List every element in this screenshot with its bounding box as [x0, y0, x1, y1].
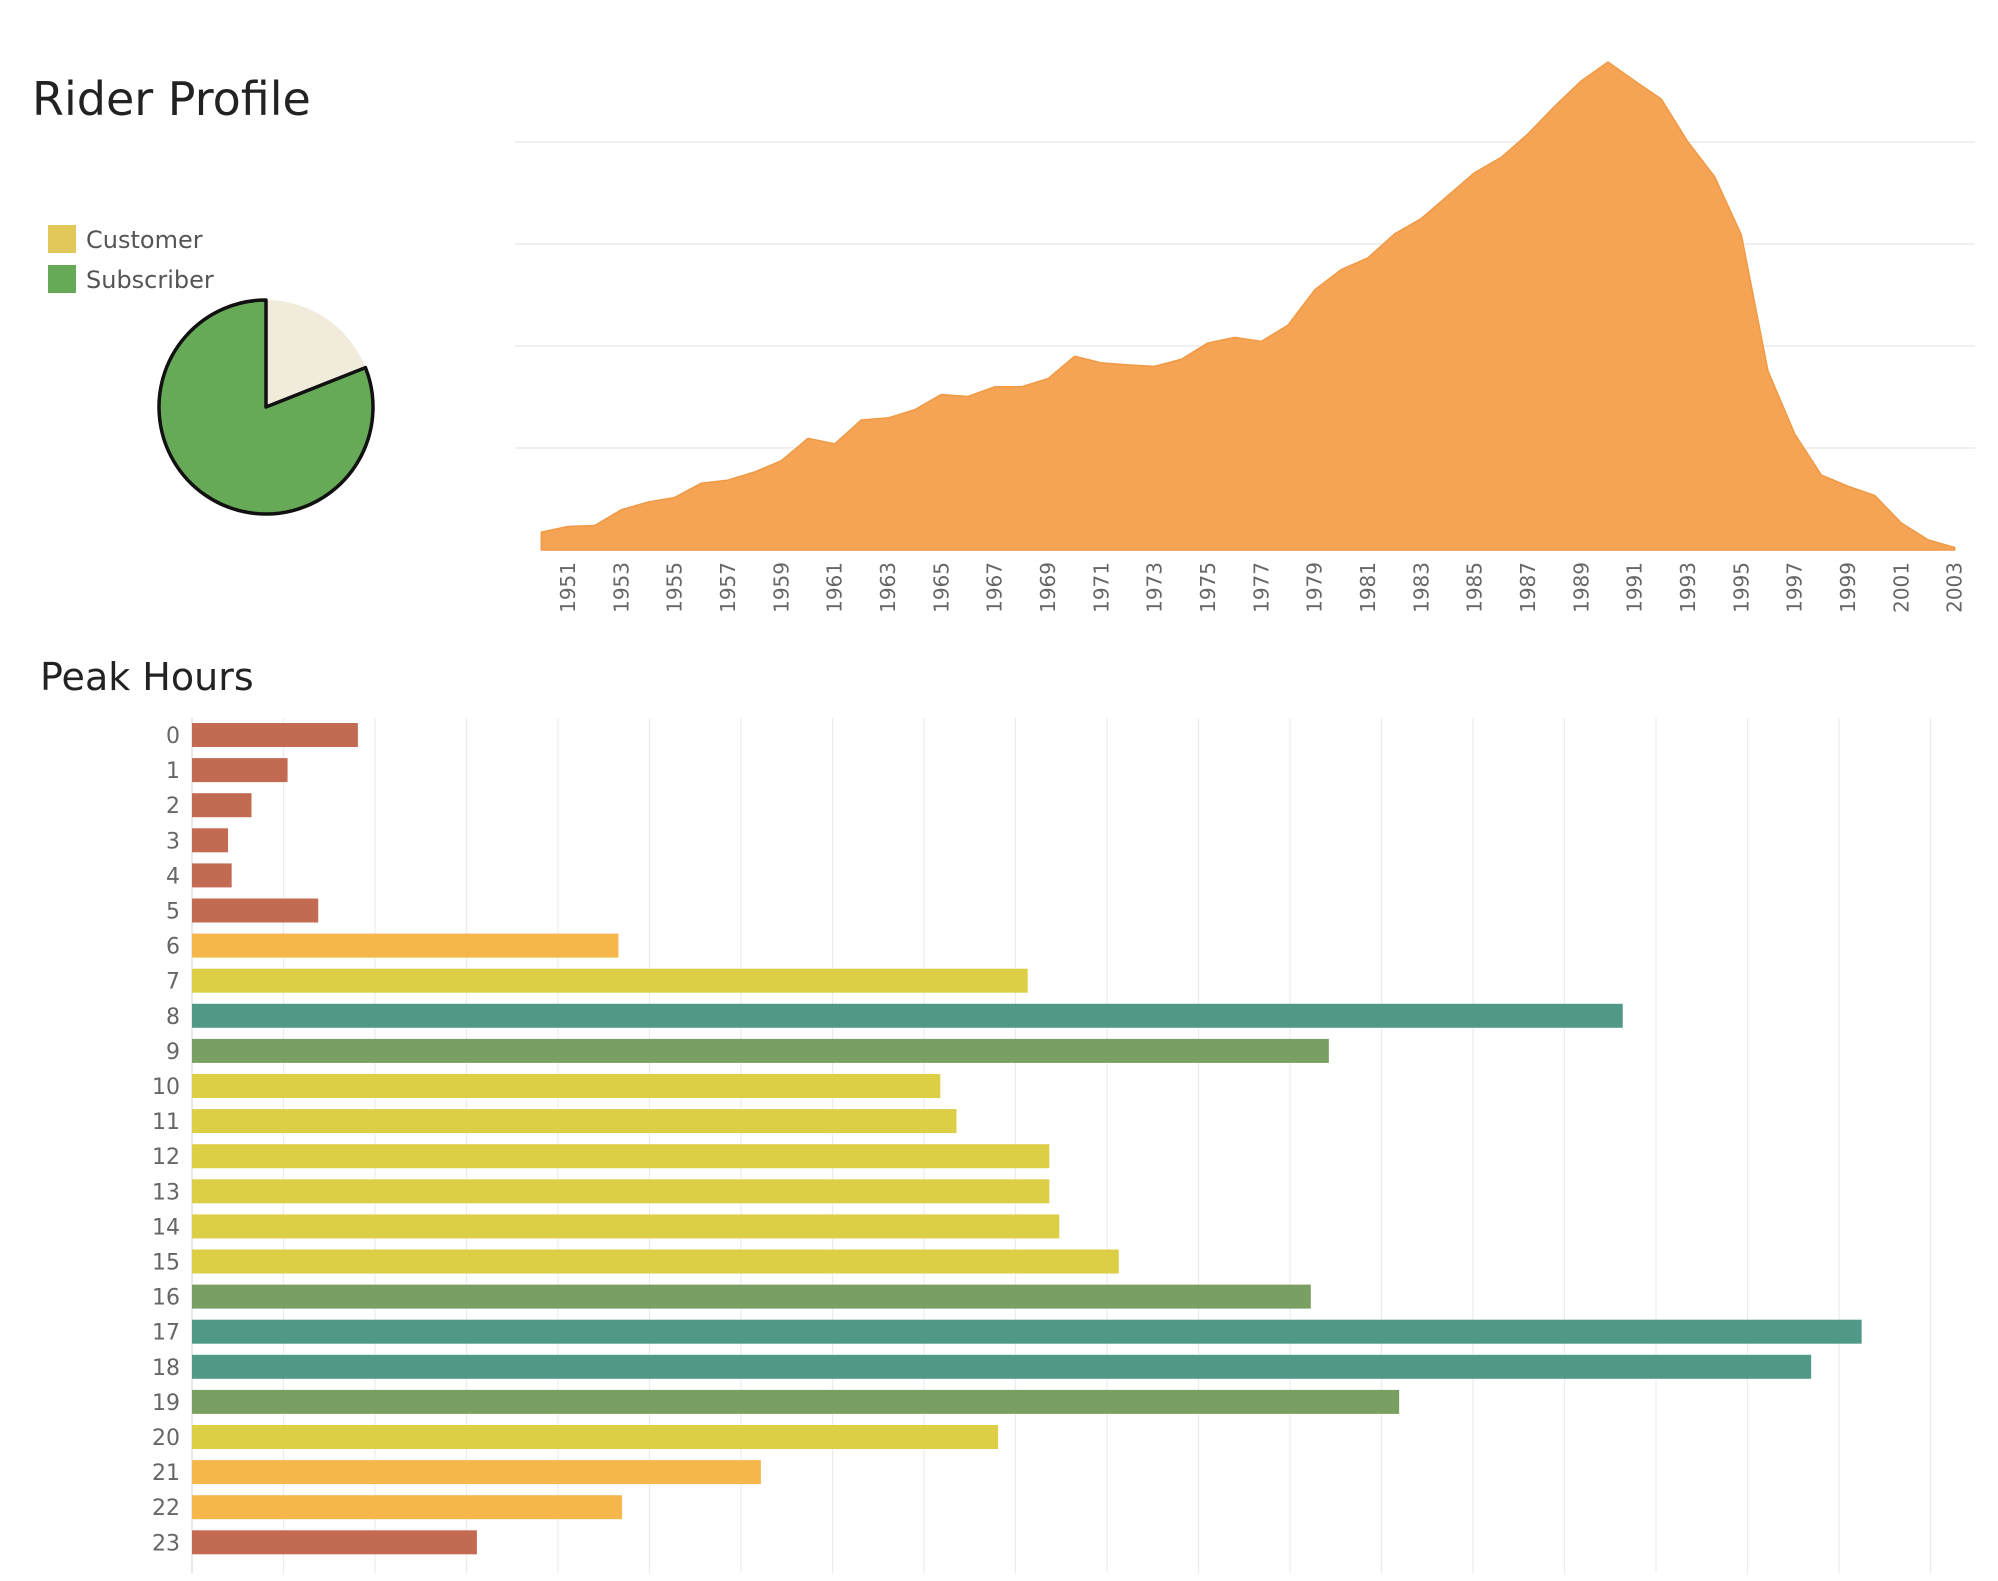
bar-hour-9[interactable] — [192, 1038, 1329, 1063]
y-tick-label: 14 — [152, 1215, 180, 1240]
x-tick-label: 1987 — [1516, 562, 1540, 613]
y-tick-label: 4 — [166, 864, 180, 889]
y-tick-label: 19 — [152, 1391, 180, 1416]
y-tick-label: 15 — [152, 1251, 180, 1276]
y-tick-label: 17 — [152, 1321, 180, 1346]
bar-hour-6[interactable] — [192, 933, 619, 958]
y-tick-label: 3 — [166, 829, 180, 854]
x-tick-label: 2001 — [1889, 562, 1913, 613]
pie-slice-customer[interactable] — [266, 300, 366, 407]
bar-hour-11[interactable] — [192, 1109, 957, 1134]
legend-label-customer: Customer — [86, 226, 203, 254]
bar-hour-13[interactable] — [192, 1179, 1050, 1204]
x-tick-label: 1959 — [769, 562, 793, 613]
x-tick-label: 1951 — [556, 562, 580, 613]
bar-hour-23[interactable] — [192, 1530, 477, 1555]
rider-profile-title: Rider Profile — [32, 72, 311, 126]
x-tick-label: 1969 — [1036, 562, 1060, 613]
x-tick-label: 1995 — [1729, 562, 1753, 613]
y-tick-label: 21 — [152, 1461, 180, 1486]
y-tick-label: 0 — [166, 724, 180, 749]
rider-type-pie-chart — [157, 298, 375, 516]
y-tick-label: 16 — [152, 1286, 180, 1311]
y-tick-label: 23 — [152, 1531, 180, 1556]
y-tick-label: 1 — [166, 759, 180, 784]
bar-hour-16[interactable] — [192, 1284, 1311, 1309]
x-tick-label: 1973 — [1143, 562, 1167, 613]
bar-hour-15[interactable] — [192, 1249, 1119, 1274]
x-tick-label: 1985 — [1463, 562, 1487, 613]
y-tick-label: 12 — [152, 1145, 180, 1170]
bar-hour-22[interactable] — [192, 1495, 623, 1520]
x-tick-label: 1989 — [1569, 562, 1593, 613]
legend-swatch-customer — [48, 225, 76, 253]
birth-year-area[interactable] — [540, 61, 1956, 551]
bar-hour-8[interactable] — [192, 1003, 1623, 1028]
x-tick-label: 1961 — [823, 562, 847, 613]
y-tick-label: 18 — [152, 1356, 180, 1381]
legend-label-subscriber: Subscriber — [86, 266, 214, 294]
peak-hours-title: Peak Hours — [40, 655, 254, 699]
y-tick-label: 5 — [166, 900, 180, 925]
y-tick-label: 6 — [166, 935, 180, 960]
bar-hour-12[interactable] — [192, 1144, 1050, 1169]
bar-hour-0[interactable] — [192, 723, 358, 747]
bar-hour-20[interactable] — [192, 1425, 998, 1449]
y-tick-label: 7 — [166, 970, 180, 995]
bar-hour-5[interactable] — [192, 898, 319, 923]
x-tick-label: 1993 — [1676, 562, 1700, 613]
bar-hour-18[interactable] — [192, 1354, 1812, 1379]
x-tick-label: 1999 — [1836, 562, 1860, 613]
x-tick-label: 1955 — [663, 562, 687, 613]
bar-hour-14[interactable] — [192, 1214, 1060, 1239]
x-tick-label: 1953 — [609, 562, 633, 613]
rider-profile-legend: Customer Subscriber — [48, 225, 214, 294]
bar-hour-17[interactable] — [192, 1319, 1862, 1344]
x-tick-label: 1963 — [876, 562, 900, 613]
x-tick-label: 1967 — [983, 562, 1007, 613]
x-tick-label: 1965 — [929, 562, 953, 613]
legend-swatch-subscriber — [48, 265, 76, 293]
bar-hour-2[interactable] — [192, 793, 252, 818]
bar-hour-1[interactable] — [192, 758, 288, 783]
x-tick-label: 1981 — [1356, 562, 1380, 613]
bar-hour-19[interactable] — [192, 1389, 1400, 1414]
birth-year-area-chart — [540, 61, 1956, 551]
bar-hour-21[interactable] — [192, 1460, 761, 1485]
x-tick-label: 1979 — [1303, 562, 1327, 613]
y-tick-label: 10 — [152, 1075, 180, 1100]
x-tick-label: 1971 — [1089, 562, 1113, 613]
x-tick-label: 2003 — [1943, 562, 1967, 613]
y-tick-label: 8 — [166, 1005, 180, 1030]
y-tick-label: 20 — [152, 1426, 180, 1451]
bar-hour-10[interactable] — [192, 1074, 941, 1098]
x-tick-label: 1983 — [1409, 562, 1433, 613]
x-tick-label: 1975 — [1196, 562, 1220, 613]
y-tick-label: 9 — [166, 1040, 180, 1065]
x-tick-label: 1957 — [716, 562, 740, 613]
y-tick-label: 11 — [152, 1110, 180, 1135]
y-tick-label: 2 — [166, 794, 180, 819]
bar-hour-7[interactable] — [192, 968, 1028, 993]
x-tick-label: 1997 — [1783, 562, 1807, 613]
x-tick-label: 1977 — [1249, 562, 1273, 613]
y-tick-label: 13 — [152, 1180, 180, 1205]
y-tick-label: 22 — [152, 1496, 180, 1521]
birth-year-x-axis: 1951 1953 1955 1957 1959 1961 1963 1965 1967 1969… — [556, 562, 1967, 613]
bar-hour-4[interactable] — [192, 863, 232, 888]
pie-slice-subscriber[interactable] — [157, 298, 375, 516]
bar-hour-3[interactable] — [192, 828, 229, 853]
peak-hours-bar-chart — [192, 723, 1862, 1555]
x-tick-label: 1991 — [1623, 562, 1647, 613]
